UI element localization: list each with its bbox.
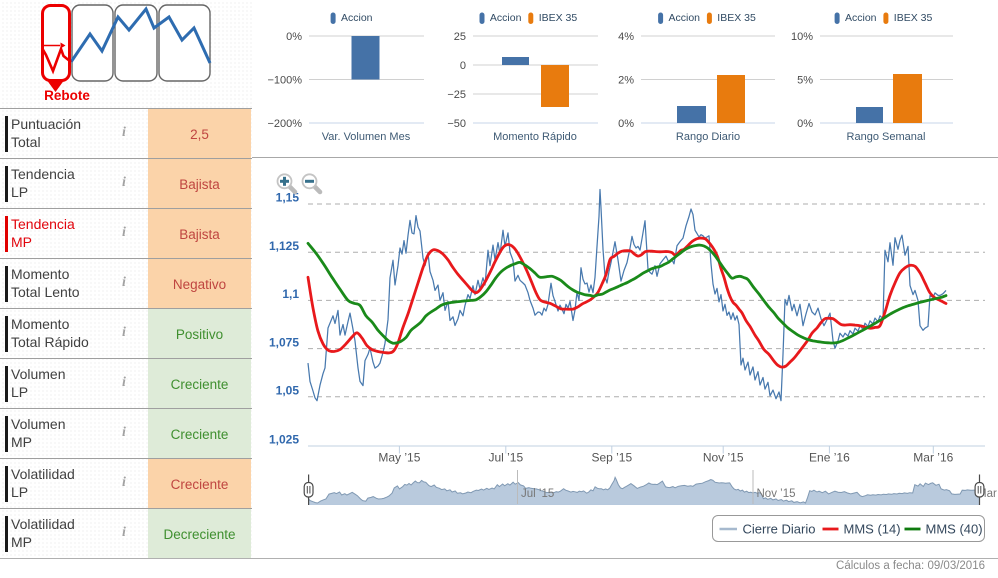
svg-text:IBEX 35: IBEX 35 bbox=[717, 12, 756, 24]
svg-text:2%: 2% bbox=[618, 75, 634, 87]
svg-text:Accion: Accion bbox=[341, 12, 373, 24]
svg-text:1,05: 1,05 bbox=[276, 384, 300, 398]
svg-text:4%: 4% bbox=[618, 31, 634, 43]
svg-text:Momento Rápido: Momento Rápido bbox=[493, 131, 577, 143]
svg-text:5%: 5% bbox=[797, 75, 813, 87]
svg-text:Sep ’15: Sep ’15 bbox=[591, 451, 632, 465]
svg-text:Rango Semanal: Rango Semanal bbox=[847, 131, 926, 143]
svg-text:Rango Diario: Rango Diario bbox=[676, 131, 740, 143]
svg-text:Jul ’15: Jul ’15 bbox=[488, 451, 523, 465]
svg-text:1,15: 1,15 bbox=[276, 191, 300, 205]
svg-text:0%: 0% bbox=[797, 118, 813, 130]
svg-text:Nov ’15: Nov ’15 bbox=[703, 451, 744, 465]
svg-text:MMS (14): MMS (14) bbox=[844, 522, 901, 537]
svg-text:Ene ’16: Ene ’16 bbox=[809, 451, 850, 465]
svg-text:−100%: −100% bbox=[267, 75, 302, 87]
svg-text:MMS (40): MMS (40) bbox=[926, 522, 983, 537]
svg-text:Var. Volumen Mes: Var. Volumen Mes bbox=[322, 131, 411, 143]
svg-text:Jul ’15: Jul ’15 bbox=[521, 488, 554, 500]
svg-text:0%: 0% bbox=[618, 118, 634, 130]
svg-text:Nov ’15: Nov ’15 bbox=[757, 488, 796, 500]
svg-text:Accion: Accion bbox=[490, 12, 522, 24]
svg-text:0%: 0% bbox=[286, 31, 302, 43]
svg-text:Rebote: Rebote bbox=[44, 88, 90, 103]
svg-text:1,125: 1,125 bbox=[269, 239, 299, 253]
svg-text:0: 0 bbox=[460, 60, 466, 72]
svg-text:IBEX 35: IBEX 35 bbox=[894, 12, 933, 24]
svg-text:−25: −25 bbox=[447, 89, 466, 101]
svg-text:Accion: Accion bbox=[669, 12, 701, 24]
svg-text:Mar ’16: Mar ’16 bbox=[913, 451, 953, 465]
svg-text:25: 25 bbox=[454, 31, 466, 43]
svg-text:May ’15: May ’15 bbox=[378, 451, 420, 465]
svg-text:−50: −50 bbox=[447, 118, 466, 130]
svg-text:1,1: 1,1 bbox=[282, 287, 299, 301]
svg-text:IBEX 35: IBEX 35 bbox=[539, 12, 578, 24]
svg-text:−200%: −200% bbox=[267, 118, 302, 130]
svg-text:10%: 10% bbox=[791, 31, 813, 43]
svg-text:1,025: 1,025 bbox=[269, 433, 299, 447]
svg-text:Cierre Diario: Cierre Diario bbox=[743, 522, 816, 537]
svg-text:Accion: Accion bbox=[845, 12, 877, 24]
svg-text:1,075: 1,075 bbox=[269, 335, 299, 349]
